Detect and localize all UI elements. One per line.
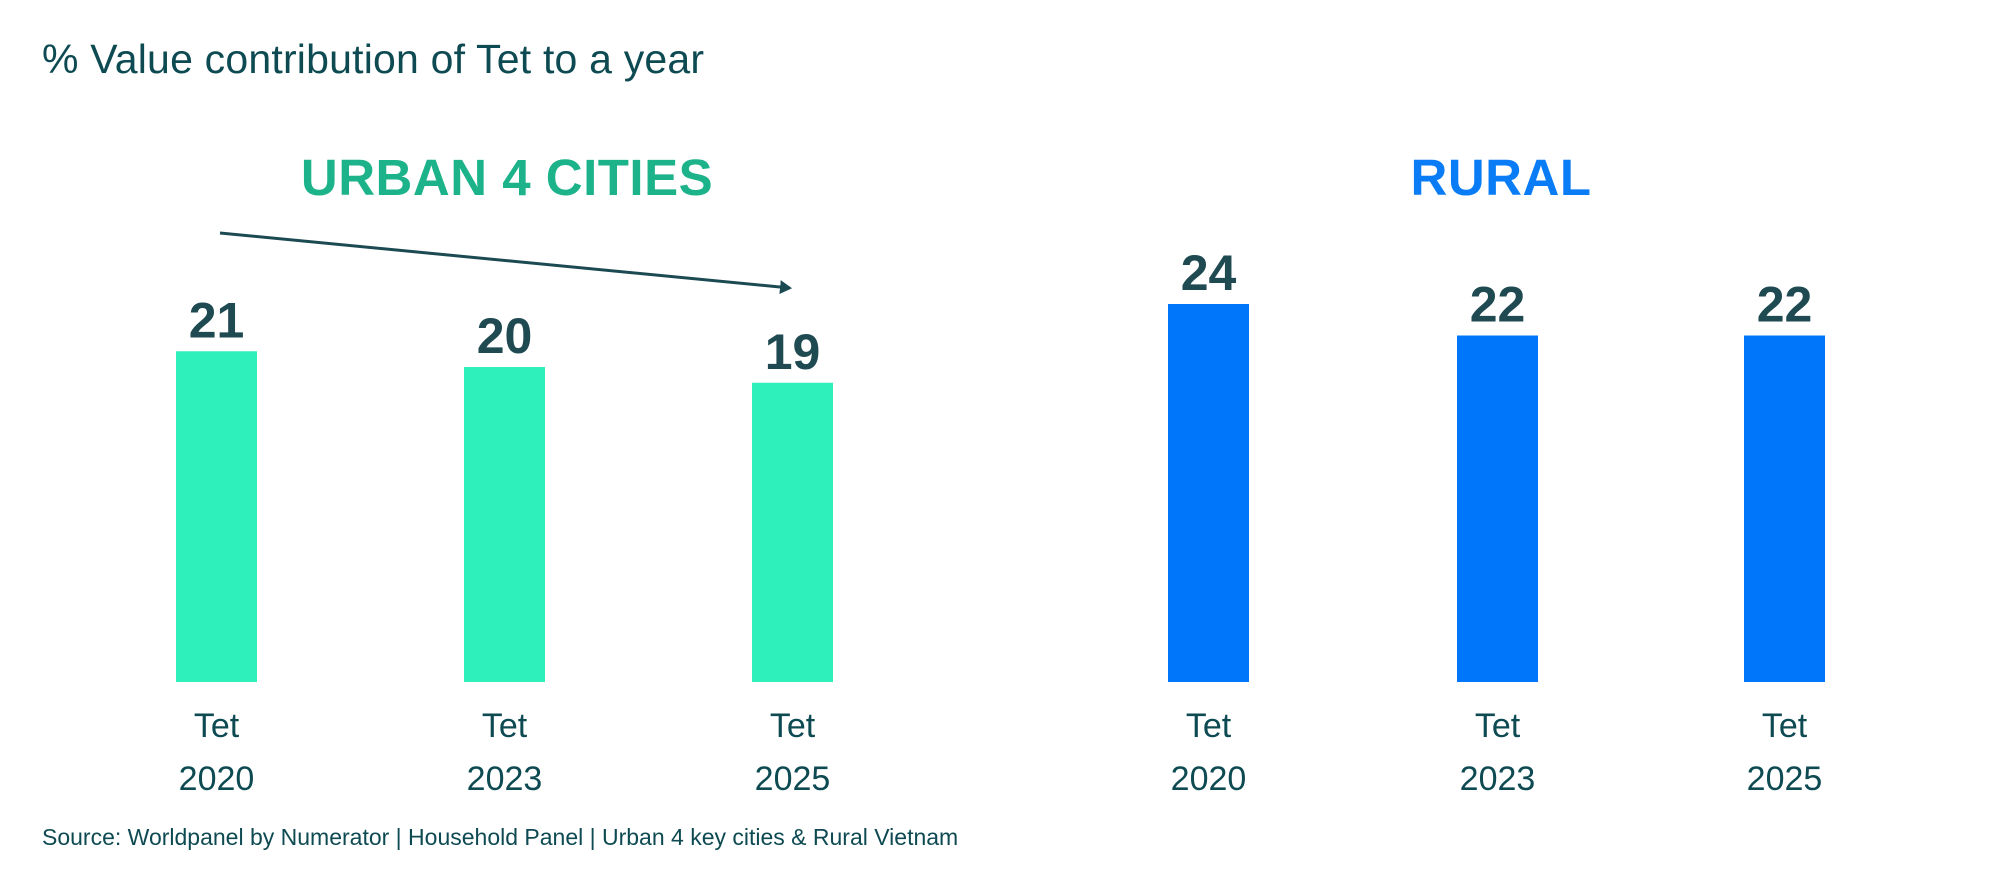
x-tick-label-year: 2020 [179, 760, 255, 798]
panel-title-rural: RURAL [1410, 149, 1592, 206]
x-tick-label: Tet [1762, 707, 1808, 745]
value-label: 19 [765, 324, 821, 380]
x-tick-label-year: 2025 [1747, 760, 1823, 798]
bar-rural-2020 [1168, 304, 1249, 682]
trend-arrow-icon [219, 231, 792, 295]
x-tick-label-year: 2023 [467, 760, 543, 798]
x-tick-label: Tet [770, 707, 816, 745]
bar-urban-2023 [464, 367, 545, 682]
bar-urban-2020 [176, 351, 257, 682]
x-tick-label: Tet [1186, 707, 1232, 745]
value-label: 24 [1181, 245, 1237, 301]
value-label: 22 [1757, 277, 1813, 333]
bar-urban-2025 [752, 382, 833, 682]
x-tick-label-year: 2023 [1460, 760, 1536, 798]
bar-rural-2025 [1744, 335, 1825, 682]
value-label: 22 [1470, 277, 1526, 333]
panel-title-urban: URBAN 4 CITIES [300, 149, 714, 206]
x-tick-label-year: 2020 [1171, 760, 1247, 798]
value-label: 21 [189, 292, 245, 348]
source-note: Source: Worldpanel by Numerator | Househ… [42, 824, 959, 850]
x-tick-label-year: 2025 [755, 760, 831, 798]
bar-rural-2023 [1457, 335, 1538, 682]
value-label: 20 [477, 308, 533, 364]
x-tick-label: Tet [194, 707, 240, 745]
chart-title: % Value contribution of Tet to a year [42, 36, 705, 82]
x-tick-label: Tet [1475, 707, 1521, 745]
x-tick-label: Tet [482, 707, 528, 745]
